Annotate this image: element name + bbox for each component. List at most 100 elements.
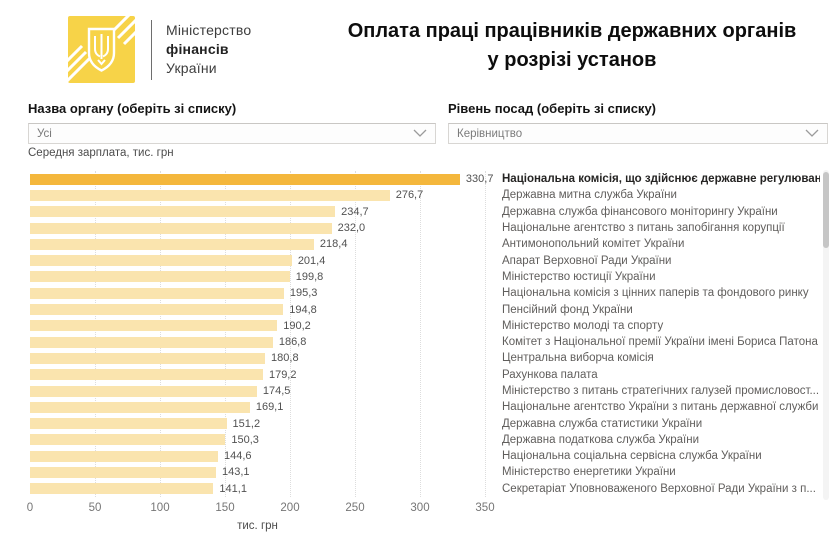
chart-scrollbar[interactable] (823, 170, 829, 500)
bar-row[interactable]: 179,2 Рахункова палата (0, 367, 820, 383)
bar[interactable] (30, 255, 292, 267)
bar-value-label: 199,8 (295, 270, 324, 283)
bar-row[interactable]: 194,8 Пенсійний фонд України (0, 301, 820, 317)
bar[interactable] (30, 222, 332, 234)
bar-track: 180,8 (30, 352, 490, 365)
x-tick-label: 350 (475, 502, 495, 514)
bar-row[interactable]: 190,2 Міністерство молоді та спорту (0, 318, 820, 334)
page-title: Оплата праці працівників державних орган… (318, 17, 826, 75)
bar[interactable] (30, 287, 284, 299)
gridline (95, 171, 96, 497)
bar-row[interactable]: 199,8 Міністерство юстиції України (0, 269, 820, 285)
x-tick-label: 150 (215, 502, 235, 514)
bar-track: 232,0 (30, 222, 490, 235)
bar[interactable] (30, 466, 217, 478)
bar[interactable] (30, 336, 273, 348)
x-tick-label: 100 (150, 502, 170, 514)
chevron-down-icon (413, 128, 427, 140)
positions-dropdown[interactable]: Керівництво (448, 123, 828, 144)
bar-value-label: 232,0 (337, 222, 366, 235)
bar[interactable] (30, 434, 226, 446)
bar[interactable] (30, 385, 257, 397)
bar[interactable] (30, 450, 218, 462)
bar-track: 234,7 (30, 206, 490, 218)
ministry-name: Міністерство фінансів України (166, 21, 251, 78)
bar[interactable] (30, 320, 278, 332)
bar-track: 330,7 (30, 173, 493, 185)
ministry-line1: Міністерство (166, 22, 252, 38)
bar-row[interactable]: 330,7 Національна комісія, що здійснює де… (0, 171, 820, 187)
category-label: Пенсійний фонд України (502, 303, 633, 316)
bar-row[interactable]: 201,4 Апарат Верховної Ради України (0, 252, 820, 268)
category-label: Національна комісія з цінних паперів та … (502, 287, 809, 300)
bar-row[interactable]: 186,8 Комітет з Національної премії Украї… (0, 334, 820, 350)
bar-row[interactable]: 141,1 Секретаріат Уповноваженого Верховно… (0, 481, 820, 497)
bar-row[interactable]: 150,3 Державна податкова служба України (0, 432, 820, 448)
bar-row[interactable]: 144,6 Національна соціальна сервісна служ… (0, 448, 820, 464)
gridline (290, 171, 291, 497)
brand-divider (151, 19, 152, 80)
bar-value-label: 218,4 (319, 238, 348, 251)
bar[interactable] (30, 483, 214, 495)
gridline (225, 171, 226, 497)
bar-track: 143,1 (30, 466, 490, 479)
bar-row[interactable]: 174,5 Міністерство з питань стратегічних … (0, 383, 820, 399)
filter-positions: Рівень посад (оберіть зі списку) Керівни… (448, 101, 828, 144)
bar[interactable] (30, 401, 250, 413)
page-title-line2: у розрізі установ (487, 49, 657, 71)
category-label: Державна митна служба України (502, 189, 677, 202)
bar-value-label: 179,2 (268, 368, 297, 381)
bar-value-label: 143,1 (222, 466, 250, 479)
bar-value-label: 169,1 (255, 401, 284, 414)
scrollbar-thumb[interactable] (823, 172, 829, 248)
category-label: Національна соціальна сервісна служба Ук… (502, 450, 762, 463)
bar-track: 179,2 (30, 368, 490, 381)
bar-track: 141,1 (30, 483, 490, 495)
category-label: Міністерство молоді та спорту (502, 319, 664, 332)
chevron-down-icon (805, 128, 819, 140)
bar-row[interactable]: 234,7 Державна служба фінансового монітор… (0, 204, 820, 220)
bar-track: 186,8 (30, 336, 490, 349)
bar[interactable] (30, 189, 390, 201)
organ-dropdown[interactable]: Усі (28, 123, 436, 144)
category-label: Антимонопольний комітет України (502, 238, 685, 251)
bar[interactable] (30, 238, 314, 250)
category-label: Державна служба статистики України (502, 417, 703, 430)
bar[interactable] (30, 352, 266, 364)
bar-row[interactable]: 143,1 Міністерство енергетики України (0, 464, 820, 480)
chart-title: Середня зарплата, тис. грн (28, 147, 174, 159)
minfin-logo-icon (56, 6, 150, 88)
bar-row[interactable]: 151,2 Державна служба статистики України (0, 415, 820, 431)
bar-value-label: 150,3 (231, 433, 259, 446)
bar-value-label: 190,2 (283, 319, 311, 332)
bar-row[interactable]: 180,8 Центральна виборча комісія (0, 350, 820, 366)
x-tick-label: 250 (345, 502, 365, 514)
bar-row[interactable]: 232,0 Національне агентство з питань запо… (0, 220, 820, 236)
bar[interactable] (30, 271, 290, 283)
category-label: Державна служба фінансового моніторингу … (502, 205, 778, 218)
page-title-line1: Оплата праці працівників державних орган… (347, 20, 797, 42)
bar-row[interactable]: 169,1 Національне агентство України з пит… (0, 399, 820, 415)
bar-value-label: 180,8 (271, 352, 299, 365)
bar-value-label: 186,8 (278, 336, 307, 349)
bar[interactable] (30, 173, 460, 185)
bar-row[interactable]: 218,4 Антимонопольний комітет України (0, 236, 820, 252)
bar-value-label: 174,5 (262, 385, 291, 397)
bar-row[interactable]: 195,3 Національна комісія з цінних папері… (0, 285, 820, 301)
bar[interactable] (30, 304, 284, 316)
bar[interactable] (30, 369, 263, 381)
bar-row[interactable]: 276,7 Державна митна служба України (0, 187, 820, 203)
x-axis-label: тис. грн (237, 520, 278, 532)
bar[interactable] (30, 206, 336, 218)
category-label: Рахункова палата (502, 368, 598, 381)
bar-value-label: 151,2 (232, 417, 261, 430)
filter-positions-label: Рівень посад (оберіть зі списку) (448, 101, 656, 116)
bar-track: 199,8 (30, 270, 490, 283)
category-label: Міністерство юстиції України (502, 270, 656, 283)
category-label: Міністерство енергетики України (502, 466, 676, 479)
bar-track: 169,1 (30, 401, 490, 414)
bar-value-label: 194,8 (289, 303, 317, 316)
bar[interactable] (30, 418, 227, 430)
x-axis: 0 50 100 150 200 250 300 350 (0, 502, 830, 518)
x-tick-label: 0 (26, 502, 34, 514)
